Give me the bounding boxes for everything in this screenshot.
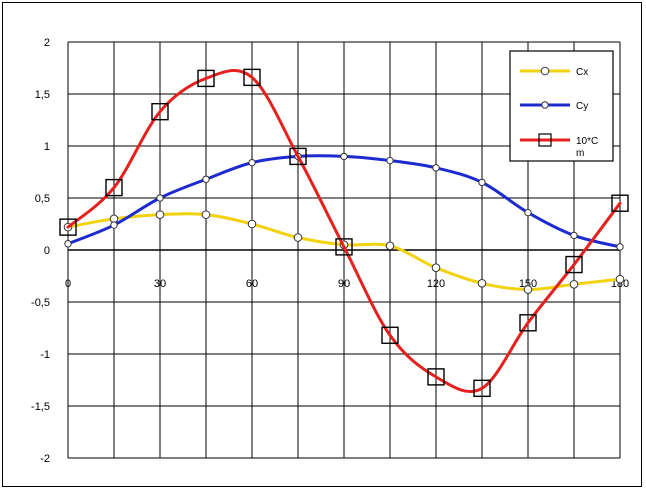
data-point-cx	[477, 278, 487, 288]
series-cy	[64, 152, 624, 251]
data-point-cm	[473, 379, 491, 398]
data-point-cm	[243, 68, 261, 87]
data-point-cx	[615, 274, 625, 284]
legend-label-cm: 10*C	[576, 136, 598, 147]
data-point-cm	[565, 255, 583, 274]
data-point-cy	[340, 152, 348, 161]
data-point-cy	[432, 164, 440, 172]
data-point-cm	[59, 218, 77, 236]
legend-label-cy: Cy	[576, 101, 588, 112]
series-cm	[59, 68, 629, 398]
data-point-cy	[110, 221, 118, 229]
data-point-cy	[156, 194, 164, 202]
y-tick-label: -2	[40, 453, 50, 465]
data-point-cx	[155, 210, 165, 219]
y-tick-label: -1	[40, 349, 50, 361]
y-tick-label: 0	[44, 245, 50, 257]
data-point-cm	[335, 238, 353, 256]
legend-marker-cm	[538, 133, 552, 147]
data-point-cm	[151, 102, 169, 121]
data-point-cx	[293, 233, 303, 242]
tick-labels: 21,510,50-0,5-1-1,5-20 30 60 90 120 150 180	[31, 37, 629, 465]
y-tick-label: 1	[44, 141, 50, 153]
data-point-cm	[381, 326, 399, 344]
line-chart: 21,510,50-0,5-1-1,5-20 30 60 90 120 150 180 Cx…	[31, 37, 629, 465]
data-point-cm	[611, 194, 629, 212]
x-tick-label: 90	[338, 278, 350, 290]
y-tick-label: 1,5	[35, 89, 50, 101]
y-tick-label: -0,5	[31, 297, 50, 309]
data-point-cx	[247, 219, 257, 229]
series-line-cm	[66, 68, 622, 394]
chart-frame: 2 1,5 1 0,5 0 -0,5 -1 -1,5 -2 0 30 60 90 120 150 180 Cx…	[2, 2, 642, 487]
data-point-cy	[248, 158, 256, 167]
data-point-cm	[519, 314, 537, 332]
legend: Cx Cy 10*Cm	[509, 50, 614, 162]
data-point-cm	[197, 69, 215, 88]
data-point-cy	[616, 243, 624, 251]
y-tick-label: 2	[44, 37, 50, 49]
series-layer	[59, 68, 629, 398]
data-point-cm	[289, 147, 307, 166]
data-point-legend-cx	[540, 66, 550, 76]
legend-label-cx: Cx	[576, 67, 588, 78]
y-tick-label: 0,5	[35, 193, 50, 205]
x-tick-label: 30	[154, 278, 166, 290]
data-point-cx	[523, 285, 533, 294]
x-tick-label: 0	[65, 278, 71, 290]
data-point-cy	[202, 175, 210, 183]
data-point-cy	[386, 156, 394, 165]
x-tick-label: 60	[246, 278, 258, 290]
data-point-cm	[105, 178, 123, 197]
data-point-cy	[478, 178, 486, 187]
data-point-cx	[201, 210, 211, 219]
data-point-cx	[431, 263, 441, 272]
data-point-cy	[524, 208, 532, 217]
x-tick-label: 150	[519, 278, 537, 290]
legend-label-cm: m	[576, 148, 584, 159]
data-point-cx	[385, 241, 395, 251]
data-point-legend-cy	[541, 101, 549, 109]
data-point-cy	[570, 231, 578, 240]
data-point-cm	[427, 368, 445, 386]
x-tick-label: 120	[427, 278, 445, 290]
y-tick-label: -1,5	[31, 401, 50, 413]
data-point-cx	[569, 280, 579, 289]
data-point-cy	[64, 240, 72, 248]
